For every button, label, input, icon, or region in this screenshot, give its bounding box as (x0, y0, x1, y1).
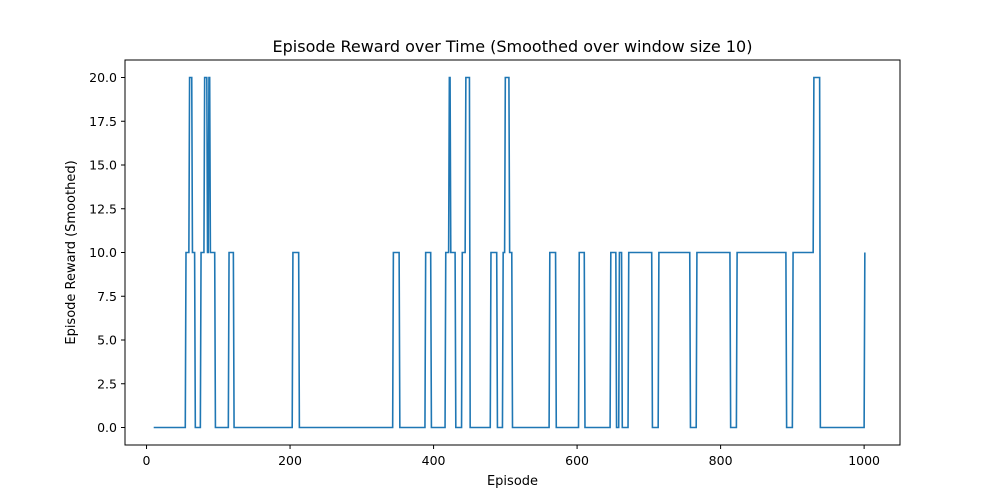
y-tick-label: 5.0 (97, 333, 117, 348)
x-tick-label: 800 (709, 453, 733, 468)
y-axis-label: Episode Reward (Smoothed) (64, 160, 79, 344)
y-tick-label: 7.5 (97, 289, 117, 304)
x-tick-label: 1000 (848, 453, 880, 468)
x-tick-label: 600 (565, 453, 589, 468)
chart-title: Episode Reward over Time (Smoothed over … (273, 37, 753, 56)
y-tick-label: 2.5 (97, 376, 117, 391)
x-tick-label: 400 (422, 453, 446, 468)
y-tick-label: 20.0 (89, 70, 117, 85)
y-axis: 0.0 2.5 5.0 7.5 10.0 12.5 15.0 17.5 20.0 (89, 70, 125, 435)
y-tick-label: 0.0 (97, 420, 117, 435)
x-tick-label: 200 (278, 453, 302, 468)
x-axis: 0 200 400 600 800 1000 (143, 445, 880, 468)
y-tick-label: 10.0 (89, 245, 117, 260)
x-axis-label: Episode (487, 474, 538, 489)
y-tick-label: 17.5 (89, 114, 117, 129)
series-line (153, 76, 866, 429)
x-tick-label: 0 (143, 453, 151, 468)
y-tick-label: 15.0 (89, 158, 117, 173)
y-tick-label: 12.5 (89, 201, 117, 216)
